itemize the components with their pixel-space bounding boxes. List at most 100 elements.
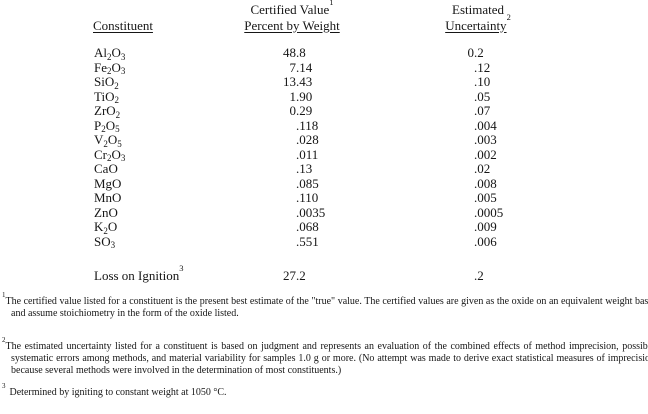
certified-value-frac: .551 <box>296 233 319 249</box>
uncertainty-value-int <box>388 75 474 90</box>
certified-value-int: 7 <box>289 59 297 75</box>
footnote-ref-3: 3 <box>179 262 184 273</box>
uncertainty-value-int <box>388 191 474 206</box>
uncertainty-value-frac: .12 <box>474 59 491 75</box>
constituent-name: P2O5 <box>94 117 120 134</box>
certified-value-frac: .118 <box>296 117 319 133</box>
footnote-1-text: The certified value listed for a constit… <box>5 296 648 319</box>
uncertainty-value-int <box>388 148 474 163</box>
constituent-name: ZrO2 <box>94 103 121 120</box>
uncertainty-value-frac: .006 <box>474 233 497 249</box>
certified-value-frac: .0035 <box>296 204 326 220</box>
uncertainty-value-int <box>388 206 474 221</box>
certified-value-frac: .011 <box>296 146 319 162</box>
table-row: MgO .085 .008 <box>0 175 648 192</box>
table-row: K2O .068 .009 <box>0 219 648 236</box>
constituent-name: Loss on Ignition3 <box>94 262 184 283</box>
table-row: TiO2 1.90 .05 <box>0 88 648 105</box>
certified-value-int: 27 <box>283 268 296 283</box>
table-row: ZnO .0035 .0005 <box>0 204 648 221</box>
certified-value-int: 13 <box>283 74 296 89</box>
uncertainty-value-frac: .004 <box>474 117 497 133</box>
certified-value-int <box>240 235 296 250</box>
column-header-estimated-uncertainty: Estimated Uncertainty2 <box>398 2 558 33</box>
uncertainty-value-frac: .009 <box>474 219 497 234</box>
footnote-2: 2The estimated uncertainty listed for a … <box>2 336 648 376</box>
table-row: Fe2O3 7.14 .12 <box>0 59 648 76</box>
certified-value-frac: .2 <box>296 268 306 283</box>
table-row: P2O5 .118 .004 <box>0 117 648 134</box>
footnote-1-marker: 1 <box>2 290 6 299</box>
certified-value-frac: .110 <box>296 190 319 205</box>
uncertainty-value-int <box>388 220 474 235</box>
certified-value-frac: .14 <box>296 59 313 75</box>
column-header-estimated-line2: Uncertainty2 <box>445 12 511 33</box>
constituent-name: MgO <box>94 175 122 191</box>
uncertainty-value-frac: .07 <box>474 103 491 118</box>
certified-value-frac: .90 <box>296 88 313 104</box>
certified-value-frac: .43 <box>296 74 313 89</box>
column-header-certified-line1: Certified Value1 <box>212 0 372 18</box>
footnote-2-marker: 2 <box>2 335 6 344</box>
table-row: Loss on Ignition3 27.2.2 <box>0 262 648 284</box>
certified-value-int <box>240 119 296 134</box>
certified-value-int: 1 <box>289 88 297 104</box>
table-row: Cr2O3 .011 .002 <box>0 146 648 163</box>
uncertainty-value-frac: .2 <box>474 268 484 283</box>
constituent-name: SO3 <box>94 233 116 250</box>
constituent-name: V2O5 <box>94 132 122 149</box>
uncertainty-value-int <box>388 119 474 134</box>
certified-value-int <box>240 148 296 163</box>
certified-value-frac: .085 <box>296 175 319 191</box>
uncertainty-value-int <box>388 177 474 192</box>
constituent-name: ZnO <box>94 204 118 220</box>
uncertainty-value-int <box>388 162 474 177</box>
uncertainty-value-int <box>388 133 474 148</box>
constituents-table-body: Al2O3 48.8 0.2 Fe2O3 7.14.12 SiO2 13.43.10 TiO2… <box>0 45 648 250</box>
constituent-name: CaO <box>94 161 118 176</box>
uncertainty-value-int <box>388 104 474 119</box>
certified-value-int <box>240 191 296 206</box>
uncertainty-value-frac: .2 <box>474 45 484 60</box>
uncertainty-value-frac: .002 <box>474 146 497 162</box>
certified-value-frac: .29 <box>296 103 313 118</box>
constituent-name: K2O <box>94 219 118 236</box>
uncertainty-value-int: 0 <box>467 45 475 60</box>
footnote-1: 1The certified value listed for a consti… <box>2 291 648 320</box>
table-row: MnO .110 .005 <box>0 190 648 206</box>
certified-value-frac: .8 <box>296 45 306 60</box>
uncertainty-value-frac: .02 <box>474 161 491 176</box>
constituent-name: SiO2 <box>94 74 119 91</box>
footnote-ref-1: 1 <box>329 0 334 7</box>
footnote-3: 3Determined by igniting to constant weig… <box>2 382 511 399</box>
footnote-2-text: The estimated uncertainty listed for a c… <box>5 341 648 376</box>
certified-value-frac: .13 <box>296 161 313 176</box>
column-header-certified-line2: Percent by Weight <box>244 17 340 33</box>
certified-value-frac: .028 <box>296 132 319 147</box>
certified-value-int <box>240 220 296 235</box>
constituent-name: TiO2 <box>94 88 119 105</box>
uncertainty-value-frac: .10 <box>474 74 491 89</box>
certified-value-int <box>240 162 296 177</box>
column-header-constituent: Constituent <box>93 18 153 33</box>
constituent-name: MnO <box>94 190 122 205</box>
uncertainty-value-int <box>388 235 474 250</box>
loss-on-ignition-row: Loss on Ignition3 27.2.2 <box>0 262 648 284</box>
certified-value-int: 0 <box>289 103 297 118</box>
table-row: V2O5 .028 .003 <box>0 132 648 149</box>
uncertainty-value-frac: .008 <box>474 175 497 191</box>
uncertainty-value-frac: .003 <box>474 132 497 147</box>
constituent-name: Cr2O3 <box>94 146 126 163</box>
certified-value-frac: .068 <box>296 219 319 234</box>
uncertainty-value-frac: .0005 <box>474 204 504 220</box>
table-row: Al2O3 48.8 0.2 <box>0 45 648 62</box>
certified-value-int <box>240 177 296 192</box>
certified-value-int <box>240 206 296 221</box>
constituent-name: Al2O3 <box>94 45 126 62</box>
uncertainty-value-frac: .05 <box>474 88 491 104</box>
footnote-ref-2: 2 <box>506 12 511 23</box>
constituent-name: Fe2O3 <box>94 59 126 76</box>
uncertainty-value-int <box>388 269 474 284</box>
table-row: ZrO2 0.29 .07 <box>0 103 648 120</box>
